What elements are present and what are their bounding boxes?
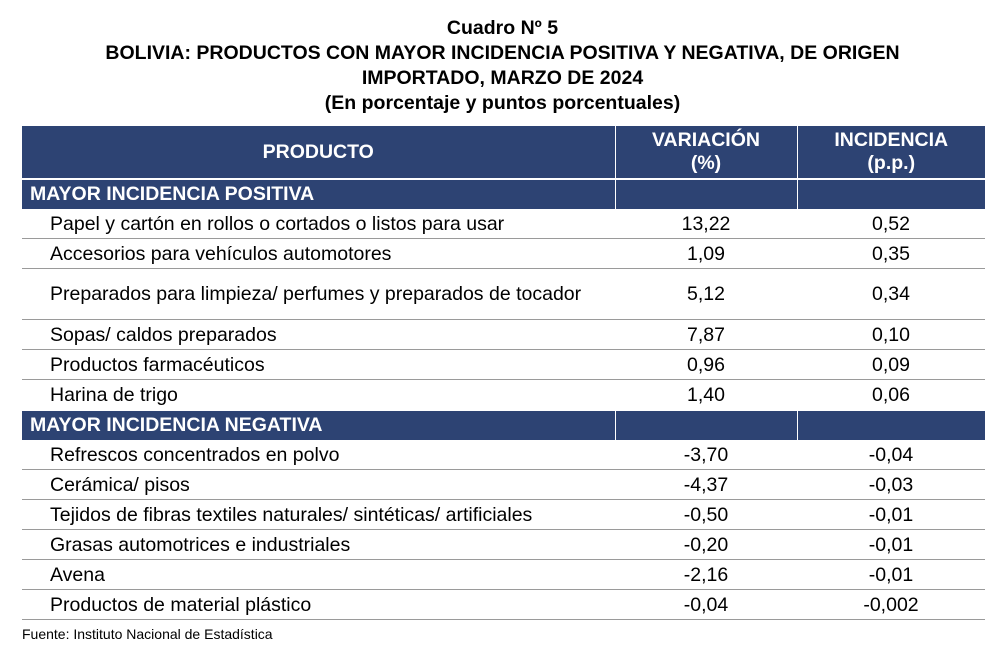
incidence-value: 0,52 (797, 209, 985, 239)
section-label: MAYOR INCIDENCIA POSITIVA (22, 178, 616, 209)
variation-value: -2,16 (615, 559, 797, 590)
section-row-negative: MAYOR INCIDENCIA NEGATIVA (22, 409, 985, 440)
table-row: Avena -2,16 -0,01 (22, 559, 985, 590)
incidence-value: -0,01 (797, 499, 985, 530)
incidence-value: 0,35 (797, 238, 985, 269)
table-row: Sopas/ caldos preparados 7,87 0,10 (22, 319, 985, 350)
variation-value: 1,09 (615, 238, 797, 269)
product-name: Avena (22, 559, 615, 590)
product-name: Preparados para limpieza/ perfumes y pre… (22, 268, 615, 320)
incidence-value: -0,01 (797, 559, 985, 590)
incidence-value: -0,002 (797, 589, 985, 620)
table-row: Grasas automotrices e industriales -0,20… (22, 529, 985, 560)
table-row: Preparados para limpieza/ perfumes y pre… (22, 268, 985, 320)
variation-value: 13,22 (615, 209, 797, 239)
table-row: Harina de trigo 1,40 0,06 (22, 379, 985, 411)
incidence-value: -0,04 (797, 440, 985, 470)
incidence-value: 0,10 (797, 319, 985, 350)
section-label: MAYOR INCIDENCIA NEGATIVA (22, 409, 616, 440)
product-name: Papel y cartón en rollos o cortados o li… (22, 209, 615, 239)
variation-value: -0,04 (615, 589, 797, 620)
table-row: Refrescos concentrados en polvo -3,70 -0… (22, 440, 985, 470)
product-name: Cerámica/ pisos (22, 469, 615, 500)
incidence-value: 0,06 (797, 379, 985, 411)
variation-value: -3,70 (615, 440, 797, 470)
variation-value: 0,96 (615, 349, 797, 380)
variation-value: -0,20 (615, 529, 797, 560)
products-table: PRODUCTO VARIACIÓN (%) INCIDENCIA (p.p.)… (22, 126, 985, 620)
header-producto: PRODUCTO (22, 126, 616, 179)
product-name: Tejidos de fibras textiles naturales/ si… (22, 499, 615, 530)
table-number: Cuadro Nº 5 (446, 17, 559, 39)
variation-value: 5,12 (615, 268, 797, 320)
product-name: Harina de trigo (22, 379, 615, 411)
incidence-value: -0,03 (797, 469, 985, 500)
incidence-value: 0,34 (797, 268, 985, 320)
variation-value: 1,40 (615, 379, 797, 411)
product-name: Grasas automotrices e industriales (22, 529, 615, 560)
incidence-value: 0,09 (797, 349, 985, 380)
header-variacion: VARIACIÓN (%) (615, 126, 798, 179)
table-header-row: PRODUCTO VARIACIÓN (%) INCIDENCIA (p.p.) (22, 126, 985, 179)
product-name: Productos farmacéuticos (22, 349, 615, 380)
product-name: Refrescos concentrados en polvo (22, 440, 615, 470)
table-title-block: Cuadro Nº 5 BOLIVIA: PRODUCTOS CON MAYOR… (0, 16, 1005, 116)
source-note: Fuente: Instituto Nacional de Estadístic… (22, 626, 273, 642)
table-row: Accesorios para vehículos automotores 1,… (22, 238, 985, 269)
product-name: Productos de material plástico (22, 589, 615, 620)
variation-value: -4,37 (615, 469, 797, 500)
table-subtitle: (En porcentaje y puntos porcentuales) (324, 92, 681, 114)
section-row-positive: MAYOR INCIDENCIA POSITIVA (22, 178, 985, 209)
product-name: Sopas/ caldos preparados (22, 319, 615, 350)
table-row: Productos de material plástico -0,04 -0,… (22, 589, 985, 620)
table-row: Cerámica/ pisos -4,37 -0,03 (22, 469, 985, 500)
table-row: Papel y cartón en rollos o cortados o li… (22, 209, 985, 239)
table-row: Productos farmacéuticos 0,96 0,09 (22, 349, 985, 380)
variation-value: 7,87 (615, 319, 797, 350)
product-name: Accesorios para vehículos automotores (22, 238, 615, 269)
table-row: Tejidos de fibras textiles naturales/ si… (22, 499, 985, 530)
incidence-value: -0,01 (797, 529, 985, 560)
table-title-line-2: IMPORTADO, MARZO DE 2024 (361, 67, 644, 89)
header-incidencia: INCIDENCIA (p.p.) (797, 126, 985, 179)
variation-value: -0,50 (615, 499, 797, 530)
table-title-line-1: BOLIVIA: PRODUCTOS CON MAYOR INCIDENCIA … (105, 42, 900, 64)
